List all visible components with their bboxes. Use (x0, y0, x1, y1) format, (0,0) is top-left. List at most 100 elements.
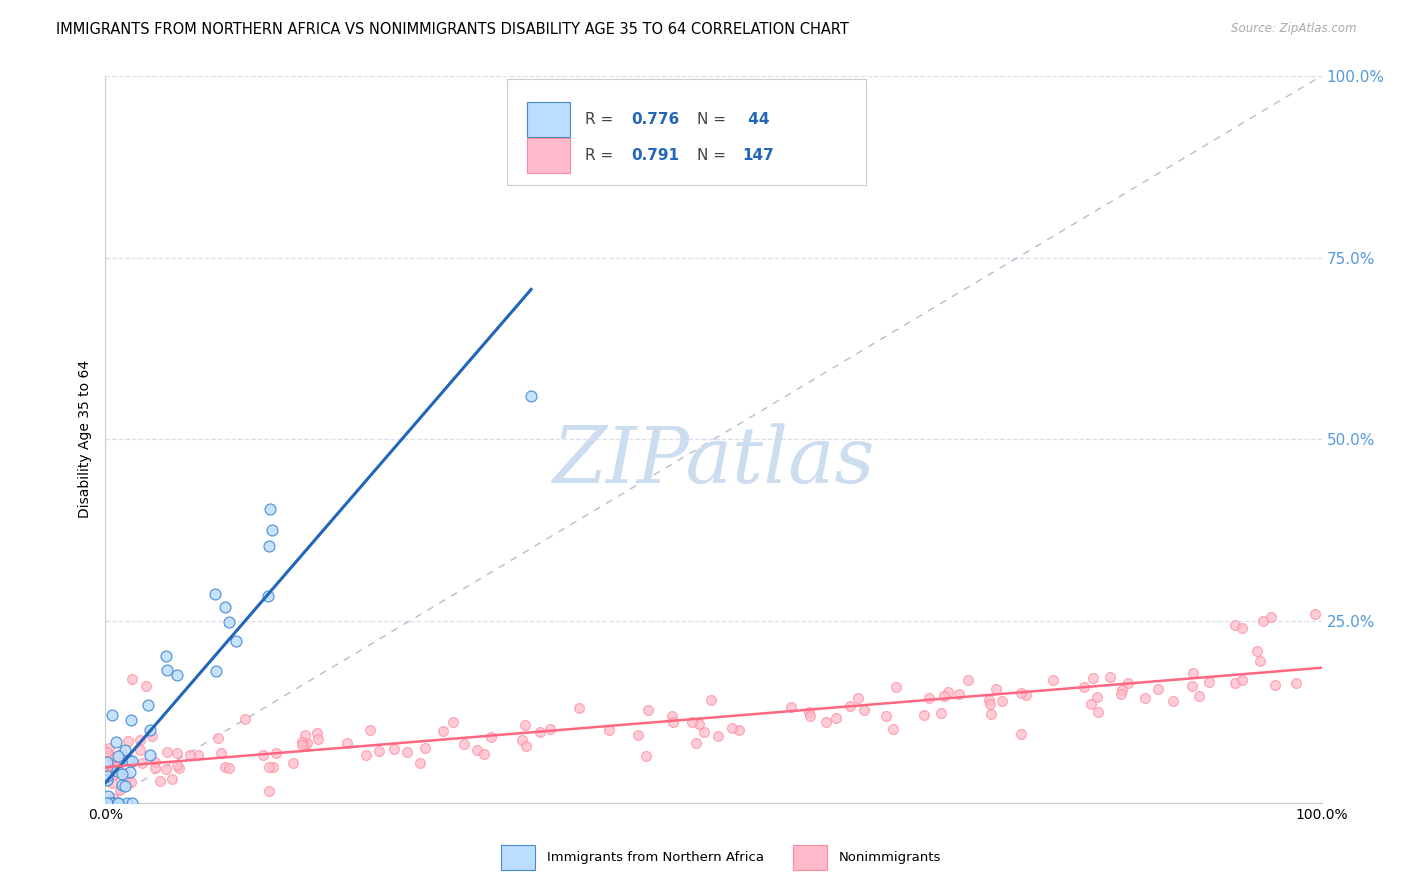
Point (101, 708, 124, 723)
Point (1198, 675, 1220, 690)
Y-axis label: Disability Age 35 to 64: Disability Age 35 to 64 (79, 360, 93, 518)
Point (108, 783, 131, 797)
Point (443, 714, 465, 729)
Point (121, 796, 143, 810)
FancyBboxPatch shape (527, 138, 569, 173)
Point (1116, 676, 1139, 690)
Point (96, 769, 118, 783)
Point (661, 714, 683, 729)
Point (166, 668, 188, 682)
Point (139, 747, 162, 762)
Point (453, 738, 475, 752)
Point (529, 724, 551, 739)
Point (825, 711, 848, 725)
Point (96, 796, 118, 810)
Point (97, 772, 120, 787)
Point (257, 784, 280, 798)
Point (120, 774, 142, 789)
Point (728, 723, 751, 737)
Point (472, 747, 495, 761)
Point (979, 698, 1001, 712)
Point (875, 708, 897, 723)
Point (128, 733, 150, 747)
Point (257, 539, 280, 553)
Point (1232, 673, 1254, 687)
Point (1230, 621, 1253, 635)
Point (257, 589, 280, 603)
Point (98, 763, 121, 777)
Point (1087, 705, 1109, 719)
Point (104, 735, 127, 749)
Point (218, 761, 240, 775)
Point (354, 748, 377, 763)
FancyBboxPatch shape (506, 79, 866, 185)
Point (799, 709, 821, 723)
Point (291, 738, 314, 752)
Point (1080, 697, 1102, 711)
Point (797, 705, 820, 719)
Point (233, 712, 256, 726)
Point (1188, 690, 1211, 704)
Point (409, 756, 432, 771)
Point (262, 760, 284, 774)
Point (104, 764, 127, 778)
Point (266, 746, 288, 760)
Point (382, 741, 405, 756)
Point (257, 760, 280, 774)
Point (117, 734, 139, 748)
Point (167, 761, 190, 775)
Point (135, 680, 157, 694)
Text: 44: 44 (742, 112, 769, 127)
Point (291, 734, 314, 748)
Point (118, 753, 141, 767)
Text: 0.791: 0.791 (631, 148, 679, 163)
Point (107, 749, 129, 764)
Point (98, 762, 121, 776)
Point (297, 736, 319, 750)
Point (720, 721, 742, 735)
Point (991, 694, 1014, 708)
Point (1010, 727, 1032, 741)
Point (465, 743, 488, 757)
Point (957, 673, 980, 688)
Point (838, 699, 860, 714)
Point (96, 773, 118, 788)
Point (688, 717, 710, 731)
Point (101, 791, 124, 805)
Point (884, 680, 907, 694)
Point (1249, 655, 1271, 669)
Point (1147, 681, 1170, 696)
Point (912, 707, 935, 722)
Point (97, 766, 120, 780)
Point (1260, 610, 1282, 624)
Point (1181, 679, 1204, 693)
Point (515, 739, 537, 753)
Point (143, 755, 166, 769)
Point (510, 733, 533, 747)
Point (100, 796, 122, 810)
Point (100, 796, 122, 810)
Point (105, 760, 128, 774)
Point (105, 764, 128, 779)
Point (111, 766, 134, 780)
Point (1081, 672, 1104, 686)
Point (136, 698, 159, 712)
Point (207, 731, 229, 746)
Point (918, 691, 941, 706)
Point (103, 796, 125, 810)
Point (693, 725, 716, 739)
Point (661, 709, 683, 723)
Point (681, 714, 703, 729)
Point (1042, 673, 1064, 688)
Point (205, 664, 228, 678)
Point (815, 714, 838, 729)
Point (984, 681, 1007, 696)
Point (432, 723, 454, 738)
FancyBboxPatch shape (501, 845, 534, 871)
Point (479, 731, 502, 745)
Point (538, 723, 561, 737)
Point (1010, 686, 1032, 700)
Point (107, 796, 129, 810)
Point (115, 770, 138, 784)
Point (156, 745, 179, 759)
